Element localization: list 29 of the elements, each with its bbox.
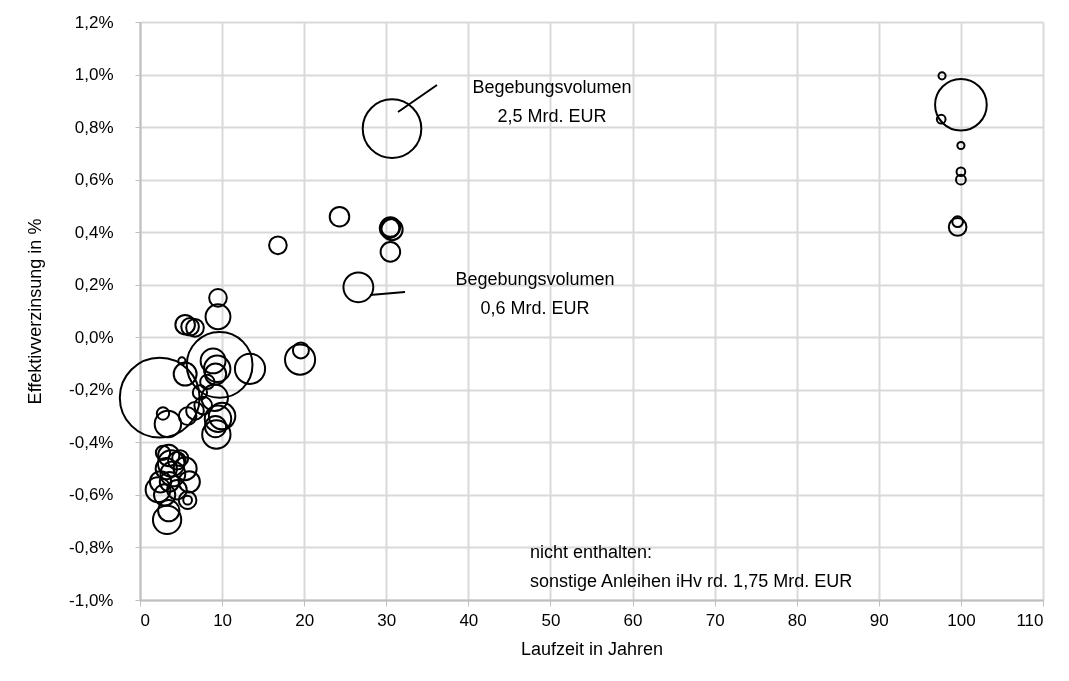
x-axis-title: Laufzeit in Jahren: [520, 638, 664, 659]
y-tick-label: -0,2%: [69, 380, 114, 400]
x-tick-label: 40: [459, 610, 479, 630]
x-tick-label: 20: [295, 610, 315, 630]
x-tick-label: 0: [140, 610, 150, 630]
annotation: nicht enthalten: sonstige Anleihen iHv rd. 1,75 Mrd. EUR: [530, 542, 853, 591]
y-tick-label: 0,0%: [74, 327, 114, 347]
y-tick-label: 0,6%: [74, 170, 114, 190]
x-tick-label: 10: [213, 610, 233, 630]
x-tick-label: 80: [787, 610, 807, 630]
annotation: Begebungsvolumen 2,5 Mrd. EUR: [472, 77, 632, 126]
x-tick-label: 60: [623, 610, 643, 630]
y-tick-label: 1,0%: [74, 65, 114, 85]
y-tick-label: -0,8%: [69, 537, 114, 557]
y-tick-label: -0,4%: [69, 432, 114, 452]
x-tick-label: 100: [947, 610, 976, 630]
y-tick-label: 0,2%: [74, 275, 114, 295]
x-tick-label: 30: [377, 610, 397, 630]
x-tick-label: 50: [541, 610, 561, 630]
y-tick-label: 0,8%: [74, 117, 114, 137]
y-tick-label: -1,0%: [69, 590, 114, 610]
y-axis-title: Effektivverzinsung in %: [25, 218, 46, 405]
x-tick-label: 90: [869, 610, 889, 630]
x-tick-label: 70: [705, 610, 725, 630]
y-tick-label: -0,6%: [69, 485, 114, 505]
y-tick-label: 1,2%: [74, 12, 114, 32]
y-tick-label: 0,4%: [74, 222, 114, 242]
x-tick-label: 110: [1016, 610, 1044, 630]
annotation: Begebungsvolumen 0,6 Mrd. EUR: [455, 269, 615, 318]
